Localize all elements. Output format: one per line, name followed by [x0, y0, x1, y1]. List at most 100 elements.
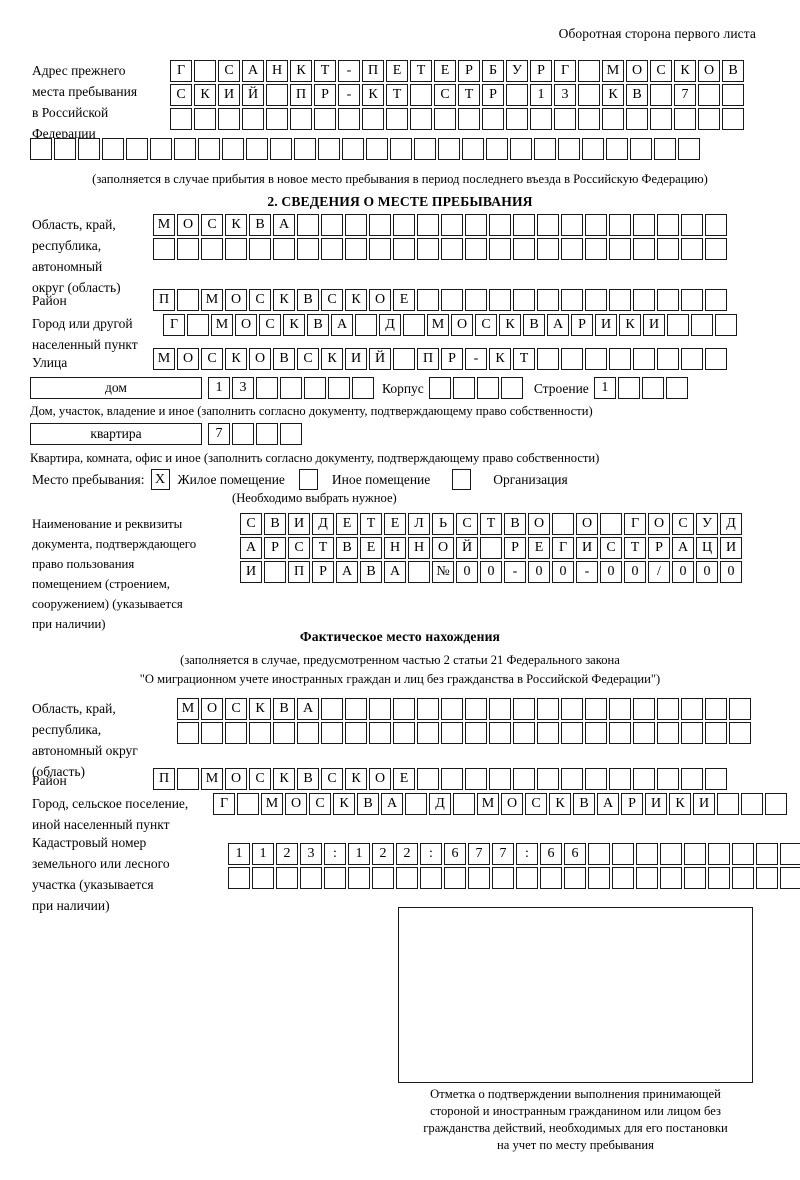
- cell[interactable]: К: [194, 84, 216, 106]
- cell[interactable]: [126, 138, 148, 160]
- cell[interactable]: К: [249, 698, 271, 720]
- cell[interactable]: [588, 867, 610, 889]
- cell[interactable]: [297, 238, 319, 260]
- cell[interactable]: [30, 138, 52, 160]
- cell[interactable]: [513, 768, 535, 790]
- cell[interactable]: [585, 768, 607, 790]
- cell[interactable]: [386, 108, 408, 130]
- cell[interactable]: О: [249, 348, 271, 370]
- cell[interactable]: [681, 722, 703, 744]
- stay-type-checkbox-other[interactable]: [298, 469, 318, 490]
- cell[interactable]: [585, 214, 607, 236]
- cell[interactable]: 6: [444, 843, 466, 865]
- cell[interactable]: [684, 843, 706, 865]
- cell[interactable]: К: [674, 60, 696, 82]
- cell[interactable]: О: [177, 348, 199, 370]
- cell[interactable]: [636, 843, 658, 865]
- cell[interactable]: П: [290, 84, 312, 106]
- cell[interactable]: [681, 698, 703, 720]
- cell[interactable]: [237, 793, 259, 815]
- cell[interactable]: [513, 214, 535, 236]
- cell[interactable]: Т: [312, 537, 334, 559]
- cell[interactable]: В: [307, 314, 329, 336]
- cell[interactable]: В: [360, 561, 382, 583]
- cell[interactable]: [441, 768, 463, 790]
- cell[interactable]: Р: [458, 60, 480, 82]
- cell[interactable]: [578, 108, 600, 130]
- cell[interactable]: [273, 722, 295, 744]
- cell[interactable]: Т: [624, 537, 646, 559]
- cell[interactable]: Т: [513, 348, 535, 370]
- cell[interactable]: [410, 108, 432, 130]
- cell[interactable]: [609, 698, 631, 720]
- cell[interactable]: [369, 238, 391, 260]
- cell[interactable]: В: [297, 768, 319, 790]
- cell[interactable]: [441, 722, 463, 744]
- cell[interactable]: [657, 768, 679, 790]
- cell[interactable]: С: [600, 537, 622, 559]
- cell[interactable]: Т: [314, 60, 336, 82]
- cell[interactable]: [537, 768, 559, 790]
- cell[interactable]: 2: [276, 843, 298, 865]
- cell[interactable]: [194, 108, 216, 130]
- stay-type-option-other[interactable]: Иное помещение: [331, 472, 431, 487]
- cell[interactable]: [609, 289, 631, 311]
- cell[interactable]: [300, 867, 322, 889]
- cell[interactable]: [414, 138, 436, 160]
- cell[interactable]: Р: [571, 314, 593, 336]
- cell[interactable]: [438, 138, 460, 160]
- cell[interactable]: [441, 698, 463, 720]
- cell[interactable]: [741, 793, 763, 815]
- cell[interactable]: -: [465, 348, 487, 370]
- cell[interactable]: Г: [552, 537, 574, 559]
- cell[interactable]: С: [321, 768, 343, 790]
- cell[interactable]: [698, 108, 720, 130]
- cell[interactable]: В: [273, 348, 295, 370]
- cell[interactable]: 1: [348, 843, 370, 865]
- cell[interactable]: Н: [384, 537, 406, 559]
- cell[interactable]: [256, 377, 278, 399]
- cell[interactable]: С: [309, 793, 331, 815]
- cell[interactable]: 6: [564, 843, 586, 865]
- cell[interactable]: [657, 722, 679, 744]
- cell[interactable]: [338, 108, 360, 130]
- cell[interactable]: [465, 722, 487, 744]
- cell[interactable]: [314, 108, 336, 130]
- cell[interactable]: [249, 238, 271, 260]
- cell[interactable]: [578, 84, 600, 106]
- cell[interactable]: Р: [264, 537, 286, 559]
- cell[interactable]: [732, 867, 754, 889]
- cell[interactable]: Й: [456, 537, 478, 559]
- cell[interactable]: И: [345, 348, 367, 370]
- cell[interactable]: [489, 722, 511, 744]
- cell[interactable]: [297, 722, 319, 744]
- cell[interactable]: С: [288, 537, 310, 559]
- cell[interactable]: М: [201, 768, 223, 790]
- cell[interactable]: Д: [312, 513, 334, 535]
- cell[interactable]: И: [643, 314, 665, 336]
- cell[interactable]: [564, 867, 586, 889]
- flat-row[interactable]: квартира 7: [30, 423, 302, 445]
- cell[interactable]: [225, 722, 247, 744]
- cell[interactable]: П: [417, 348, 439, 370]
- cell[interactable]: [264, 561, 286, 583]
- cell[interactable]: [684, 867, 706, 889]
- cell[interactable]: [667, 314, 689, 336]
- cell[interactable]: [321, 722, 343, 744]
- cell[interactable]: [506, 84, 528, 106]
- cell[interactable]: И: [720, 537, 742, 559]
- cell[interactable]: Г: [163, 314, 185, 336]
- cell[interactable]: [489, 238, 511, 260]
- cell[interactable]: О: [451, 314, 473, 336]
- cell[interactable]: -: [338, 60, 360, 82]
- cell[interactable]: К: [333, 793, 355, 815]
- cell[interactable]: [393, 348, 415, 370]
- cell[interactable]: [280, 377, 302, 399]
